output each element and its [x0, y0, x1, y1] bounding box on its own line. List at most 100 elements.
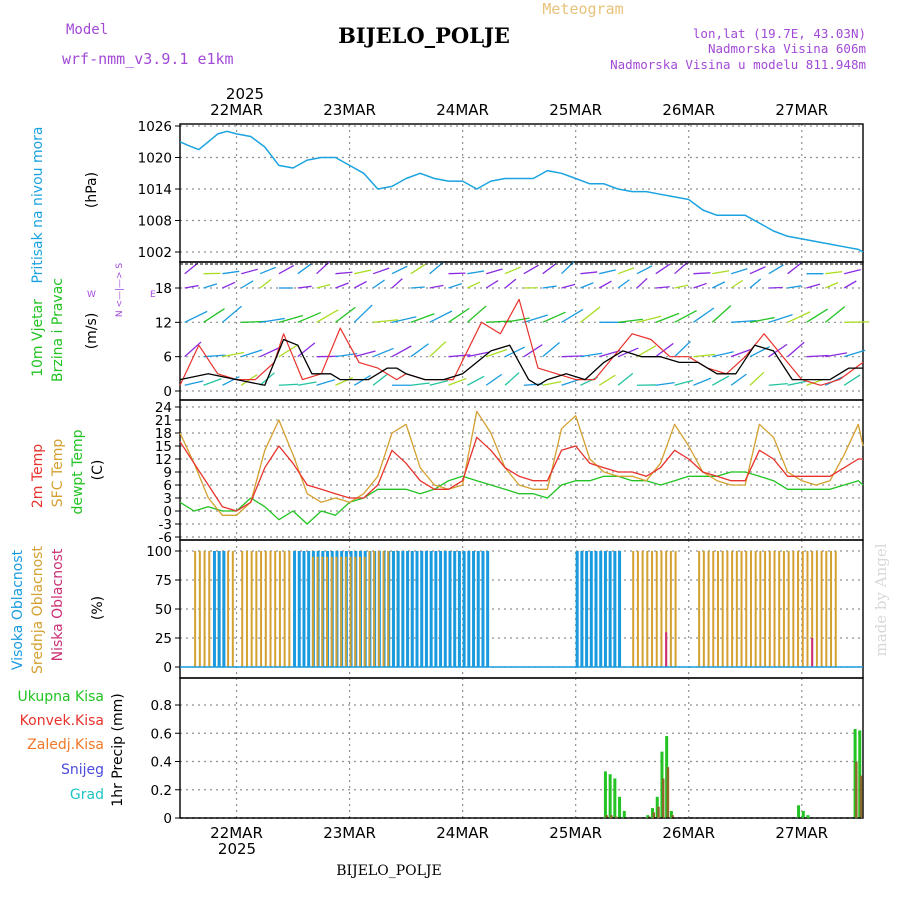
wind-arrow	[373, 319, 399, 323]
wind-arrow	[674, 340, 691, 358]
wind-arrow	[561, 308, 584, 323]
wind-arrow	[410, 343, 429, 358]
wind-arrow	[335, 282, 349, 289]
credit-watermark: made by Angel	[872, 543, 890, 656]
wind-arrow	[184, 262, 199, 275]
cloud-bar	[801, 551, 804, 667]
cloud-bar	[278, 551, 281, 667]
wind-arrow	[579, 306, 601, 323]
wind-arrow	[787, 285, 802, 289]
cloud-bar	[603, 551, 607, 667]
temp-ylabel-a: 2m Temp	[30, 444, 46, 508]
cloud-bar	[745, 551, 748, 667]
cloud-bar	[580, 551, 584, 667]
wind-arrow	[542, 262, 557, 275]
cloud-bar	[321, 556, 324, 667]
wind-arrow	[749, 371, 765, 386]
cloud-bar	[768, 551, 771, 667]
wind-arrow	[768, 313, 793, 323]
cloud-bar	[641, 551, 644, 667]
y-tick-label: 1002	[138, 245, 172, 261]
cloud-bar	[264, 551, 267, 667]
cloud-bar	[198, 551, 201, 667]
wind-arrow	[693, 307, 715, 323]
cloud-bar	[754, 551, 757, 667]
cloud-bar	[731, 551, 734, 667]
wind-ylabel-b: Brzina i Pravac	[50, 278, 66, 382]
cloud-bar	[599, 551, 603, 667]
cloud-bar	[194, 551, 197, 667]
wind-arrow	[278, 264, 295, 275]
cloud-bar	[401, 551, 405, 667]
precip-conv-bar	[657, 806, 660, 818]
precip-conv-bar	[859, 775, 863, 818]
pressure-line	[179, 130, 864, 253]
cloud-bar	[340, 556, 343, 667]
wind-arrow	[749, 266, 766, 275]
precip-legend-snow: Snijeg	[61, 762, 104, 778]
precip-conv-bar	[647, 816, 651, 818]
wind-arrow	[221, 305, 242, 323]
cloud-bar	[363, 556, 366, 667]
wind-arrow	[711, 305, 732, 323]
cloud-bar	[797, 551, 800, 667]
cloud-bar	[410, 551, 414, 667]
cloud-bar	[297, 551, 301, 667]
precip-conv-bar	[855, 761, 858, 818]
wind-arrow	[448, 307, 470, 323]
wind-arrow	[372, 279, 385, 289]
wind-arrow	[391, 316, 417, 323]
wind-arrow	[372, 267, 390, 275]
precip-total-bar	[603, 771, 607, 818]
wind-arrow	[561, 283, 576, 289]
footer-station: BIJELO_POLJE	[336, 863, 441, 879]
precip-conv-bar	[614, 816, 618, 818]
cloud-bar	[302, 551, 306, 667]
wind-arrow	[429, 310, 453, 323]
wind-arrow	[485, 348, 508, 358]
precip-total-bar	[806, 815, 810, 818]
y-tick-label: 6	[163, 350, 172, 366]
wind-arrow	[184, 341, 202, 358]
cloud-bar	[227, 551, 230, 667]
wind-arrow	[693, 377, 712, 386]
wind-arrow	[410, 286, 425, 289]
model-label: Model	[66, 22, 108, 38]
wind-arrow	[297, 381, 317, 386]
wind-arrow	[335, 376, 354, 386]
cloud-bar	[349, 556, 352, 667]
cloud-bar	[472, 551, 476, 667]
cloud-bar	[316, 556, 319, 667]
wind-arrow	[184, 284, 199, 289]
panel-frame	[179, 677, 864, 819]
y-tick-label: -3	[159, 517, 172, 533]
wind-arrow	[297, 263, 312, 275]
precip-total-bar	[797, 805, 801, 818]
cloud-bar	[283, 551, 286, 667]
cloud-bar	[344, 556, 347, 667]
y-tick-label: 0.4	[151, 755, 172, 771]
precip-total-bar	[669, 810, 673, 818]
wind-arrow	[749, 316, 775, 323]
wind-arrow	[787, 262, 802, 275]
wind-arrow	[410, 263, 426, 275]
cloud-bar	[792, 551, 795, 667]
cloud-bar	[665, 632, 668, 667]
bottom-date-label: 23MAR	[323, 824, 376, 842]
precip-conv-bar	[610, 815, 613, 818]
cloud-bar	[311, 556, 314, 667]
cloud-bar	[830, 551, 833, 667]
gust-line	[179, 298, 864, 386]
wind-arrow	[825, 270, 843, 275]
wind-arrow	[203, 308, 225, 323]
precip-ylabel: 1hr Precip (mm)	[110, 693, 126, 806]
cloud-bar	[424, 551, 428, 667]
cloud-bar	[250, 551, 253, 667]
wind-arrow	[259, 266, 277, 275]
wind-arrow	[504, 278, 517, 289]
wind-arrow	[316, 283, 331, 289]
wind-arrow	[523, 314, 548, 323]
cloud-bar	[740, 551, 743, 667]
y-tick-label: 25	[155, 631, 172, 647]
bottom-year-label: 2025	[218, 840, 256, 858]
